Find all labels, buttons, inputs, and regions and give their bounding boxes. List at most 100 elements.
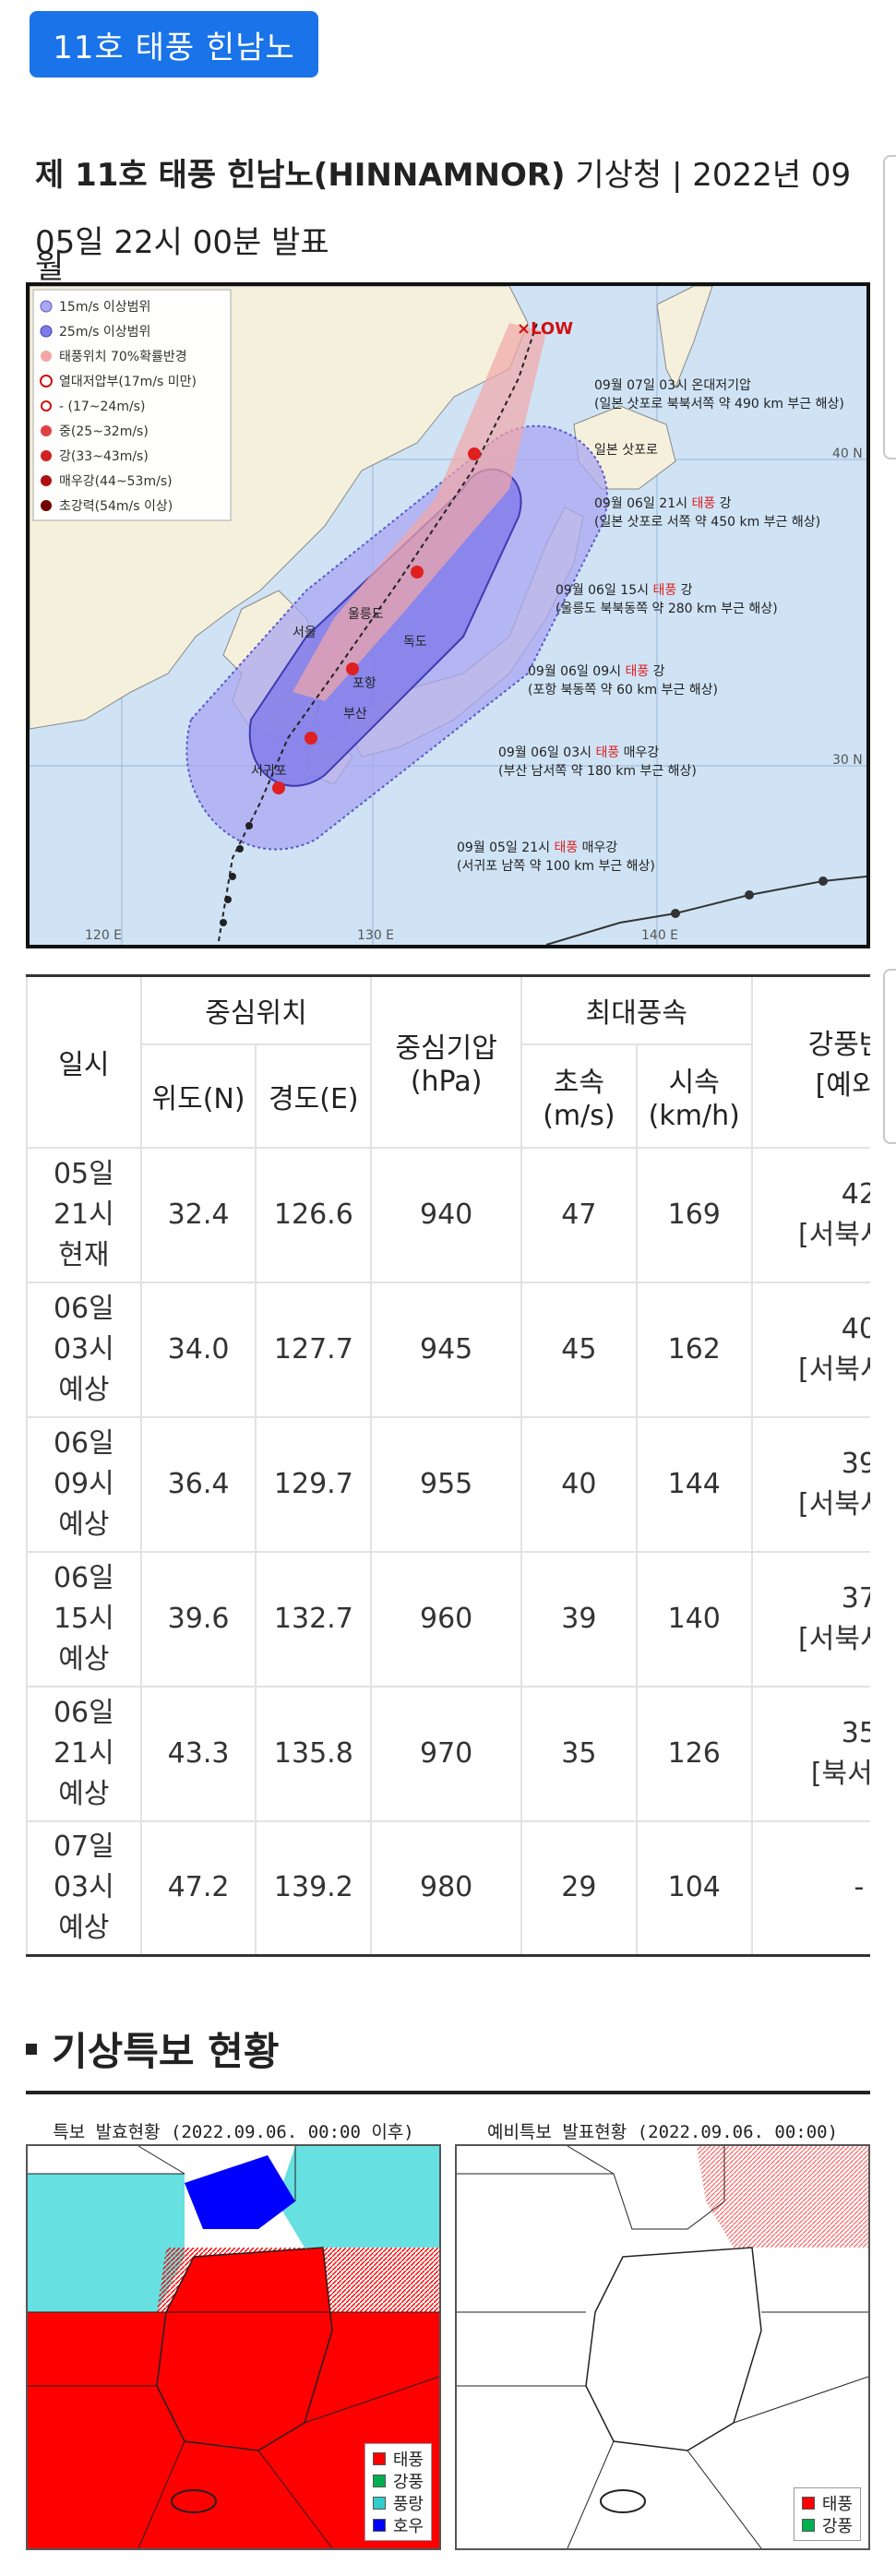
warning-map-preliminary-svg [457, 2146, 868, 2548]
cell-lon: 129.7 [255, 1415, 373, 1553]
cell-pressure: 940 [370, 1146, 522, 1283]
warning-map-preliminary-caption: 예비특보 발표현황 (2022.09.06. 00:00) [486, 2122, 839, 2142]
th-radius: 강풍반경[예외반 [750, 974, 870, 1149]
cell-time: 05일 21시 현재 [26, 1146, 142, 1283]
cell-kmh: 104 [635, 1819, 753, 1957]
track-line [218, 322, 538, 942]
cell-lon: 127.7 [255, 1281, 373, 1418]
cell-ms: 40 [520, 1415, 638, 1553]
annotation-5-line1: 09월 05일 21시 태풍 매우강 [457, 841, 617, 855]
th-lat: 위도(N) [139, 1043, 257, 1149]
legend-wave: 풍랑 [372, 2492, 424, 2514]
cell-ms: 29 [520, 1819, 638, 1957]
cell-lat: 39.6 [139, 1550, 257, 1688]
side-scroll-handle-lower[interactable] [883, 969, 896, 1144]
cell-ms: 45 [520, 1281, 638, 1418]
rain-swatch-icon [372, 2519, 386, 2532]
th-time: 일시 [26, 974, 142, 1149]
strong-wind-swatch-icon [801, 2519, 815, 2532]
legend-item-7: 매우강(44~53m/s) [59, 474, 173, 489]
wave-zone-east [277, 2146, 439, 2248]
zone-boundaries [457, 2146, 868, 2548]
typhoon-forecast-table-wrapper[interactable]: 일시 중심위치 중심기압(hPa) 최대풍속 강풍반경[예외반 위도(N) 경도… [26, 974, 870, 1957]
warning-legend-preliminary: 태풍 강풍 [793, 2487, 861, 2541]
annotation-1-line2: (일본 삿포로 서쪽 약 450 km 부근 해상) [594, 515, 820, 530]
section-title-text: 기상특보 현황 [52, 2029, 280, 2074]
other-track-line [545, 876, 866, 945]
cell-lat: 36.4 [139, 1415, 257, 1553]
cell-radius: - [750, 1819, 870, 1957]
cell-ms: 39 [520, 1550, 638, 1688]
legend-rain: 호우 [372, 2514, 424, 2536]
typhoon-swatch-icon [801, 2497, 815, 2510]
side-scroll-handle[interactable] [883, 155, 896, 459]
lat-label-30: 30 N [832, 753, 863, 768]
th-lon: 경도(E) [255, 1043, 373, 1149]
cell-ms: 35 [520, 1685, 638, 1822]
legend-typhoon: 태풍 [372, 2448, 424, 2470]
th-maxwind: 최대풍속 [520, 974, 753, 1045]
legend-item-6: 강(33~43m/s) [59, 449, 149, 464]
peninsula-outline [585, 2247, 762, 2451]
cell-pressure: 945 [370, 1281, 522, 1418]
legend-item-3: 열대저압부(17m/s 미만) [59, 375, 197, 389]
cell-ms: 47 [520, 1146, 638, 1283]
cell-lat: 47.2 [139, 1819, 257, 1957]
track-map-svg: ×LOW 15m/s 이상범위 25m/s 이상범위 태풍위치 70%확률반경 … [30, 286, 866, 945]
lon-label-140: 140 E [641, 928, 678, 943]
typhoon-tag-label: 11호 태풍 힌남노 [53, 29, 295, 66]
cell-radius: 37[서북서 약 [750, 1550, 870, 1688]
place-ulleungdo: 울릉도 [348, 607, 384, 622]
warning-map-current-caption: 특보 발효현황 (2022.09.06. 00:00 이후) [53, 2122, 414, 2142]
cell-pressure: 955 [370, 1415, 522, 1553]
cell-time: 07일 03시 예상 [26, 1819, 142, 1957]
cell-lon: 139.2 [255, 1819, 373, 1957]
track-annotations: 09월 07일 03시 온대저기압 (일본 삿포로 북북서쪽 약 490 km … [457, 378, 844, 874]
cell-kmh: 140 [635, 1550, 753, 1688]
annotation-3-line1: 09월 06일 09시 태풍 강 [528, 664, 665, 679]
lon-label-120: 120 E [85, 928, 122, 943]
cell-lat: 34.0 [139, 1281, 257, 1418]
place-labels: 일본 삿포로 울릉도 독도 서울 포항 부산 서귀포 [251, 443, 658, 779]
typhoon-forecast-table: 일시 중심위치 중심기압(hPa) 최대풍속 강풍반경[예외반 위도(N) 경도… [26, 974, 870, 1957]
cell-kmh: 162 [635, 1281, 753, 1418]
annotation-2-line2: (울릉도 북북동쪽 약 280 km 부근 해상) [556, 602, 778, 616]
cell-radius: 42[서북서 약 [750, 1146, 870, 1283]
place-busan: 부산 [343, 707, 367, 722]
warning-map-current: 특보 발효현황 (2022.09.06. 00:00 이후) [26, 2118, 441, 2552]
wave-swatch-icon [372, 2497, 386, 2510]
annotation-5-line2: (서귀포 남쪽 약 100 km 부근 해상) [457, 859, 655, 874]
cell-radius: 40[서북서 약 [750, 1281, 870, 1418]
page-title-rest: 기상청 | 2022년 09월 [35, 157, 852, 286]
annotation-0-line1: 09월 07일 03시 온대저기압 [594, 378, 751, 393]
place-pohang: 포항 [352, 676, 376, 691]
legend-item-1: 25m/s 이상범위 [59, 325, 150, 340]
rain-zone [185, 2155, 295, 2229]
legend-item-4: - (17~24m/s) [59, 400, 145, 414]
jeju-island [171, 2489, 217, 2513]
cell-lon: 135.8 [255, 1685, 373, 1822]
annotation-1-line1: 09월 06일 21시 태풍 강 [594, 496, 732, 511]
cell-lat: 43.3 [139, 1685, 257, 1822]
section-title: 기상특보 현황 [26, 2021, 279, 2077]
prob-70-cone [293, 323, 546, 701]
legend-item-0: 15m/s 이상범위 [59, 300, 150, 315]
annotation-2-line1: 09월 06일 15시 태풍 강 [556, 583, 693, 598]
th-pressure: 중심기압 (hPa) [370, 974, 522, 1149]
warning-map-current-frame: 태풍 강풍 풍랑 호우 [26, 2144, 441, 2550]
typhoon-position-symbols [272, 447, 481, 794]
th-center: 중심위치 [139, 974, 373, 1045]
legend-strong-wind: 강풍 [372, 2470, 424, 2492]
typhoon-tag-button[interactable]: 11호 태풍 힌남노 [30, 11, 318, 78]
peninsula-outline [156, 2247, 333, 2451]
other-track-points [671, 877, 828, 918]
page-title-bold: 제 11호 태풍 힌남노(HINNAMNOR) [35, 157, 566, 194]
legend-item-8: 초강력(54m/s 이상) [59, 499, 173, 514]
lon-label-130: 130 E [357, 928, 394, 943]
cell-kmh: 169 [635, 1146, 753, 1283]
cell-lon: 132.7 [255, 1550, 373, 1688]
